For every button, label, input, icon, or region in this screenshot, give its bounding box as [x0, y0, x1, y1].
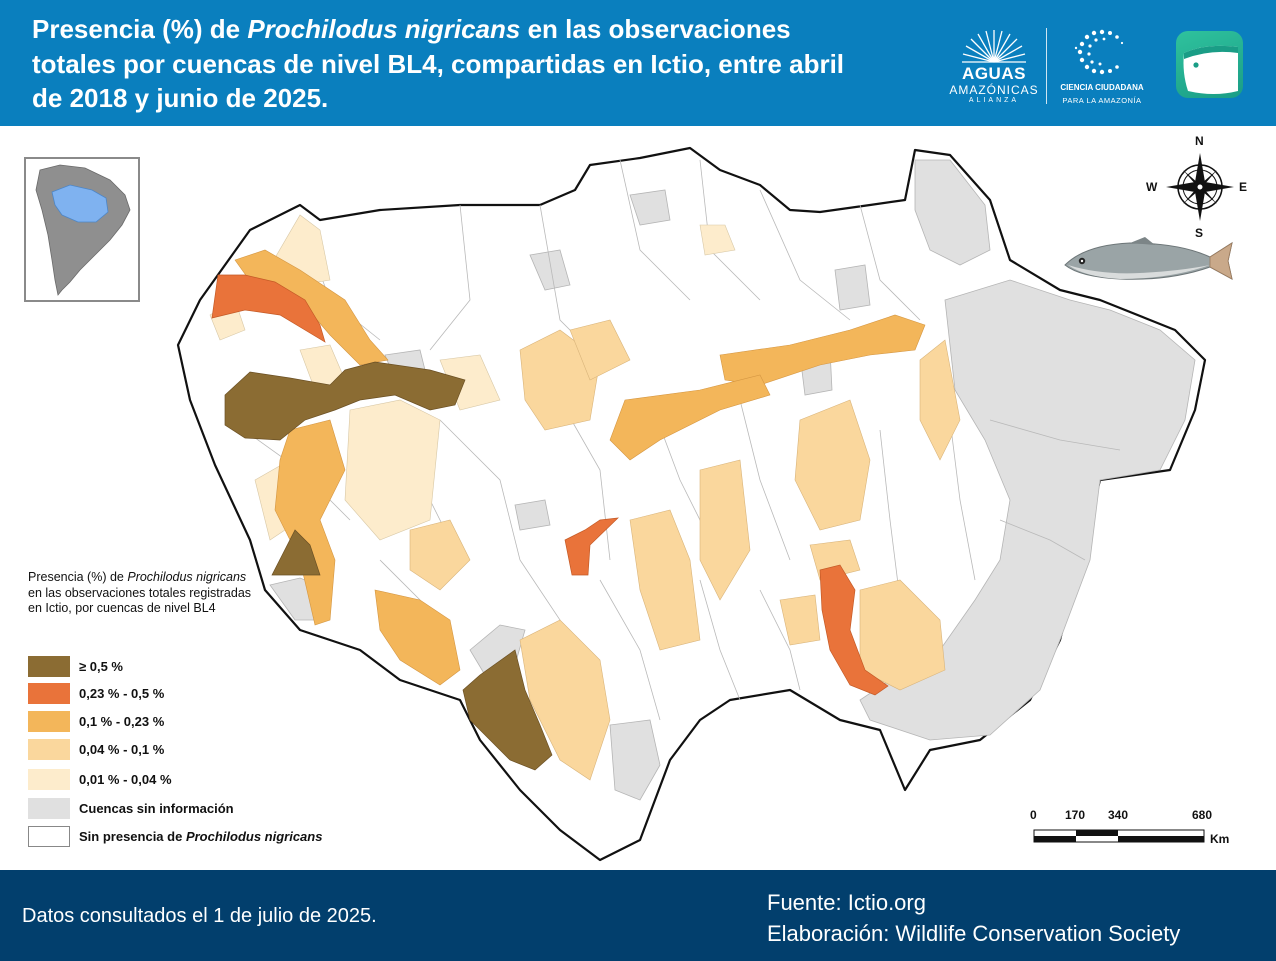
no-information-basins: [269, 159, 1196, 801]
legend-swatch: [28, 711, 70, 732]
legend-swatch: [28, 656, 70, 677]
scale-tick-680: 680: [1192, 808, 1213, 822]
inset-south-america-map: [24, 157, 140, 302]
legend-label-prefix: Sin presencia de: [79, 829, 186, 844]
legend-label: 0,1 % - 0,23 %: [79, 714, 165, 729]
presence-0-23-0-5: [211, 274, 889, 696]
scale-tick-170: 170: [1065, 808, 1086, 822]
legend-label: 0,04 % - 0,1 %: [79, 742, 165, 757]
aguas-amazonicas-logo: AGUAS AMAZÓNICAS ALIANZA: [944, 26, 1044, 108]
logo-alianza-word: ALIANZA: [968, 97, 1020, 104]
legend-swatch: [28, 769, 70, 790]
data-date-note: Datos consultados el 1 de julio de 2025.: [22, 905, 377, 927]
logo-amazonicas-word: AMAZÓNICAS: [949, 83, 1039, 97]
amazon-basin-map: [24, 146, 1234, 862]
scale-unit: Km: [1210, 832, 1230, 846]
legend-label: 0,01 % - 0,04 %: [79, 772, 172, 787]
legend-swatch: [28, 798, 70, 819]
legend-label: Cuencas sin información: [79, 801, 234, 816]
map-legend: Presencia (%) de Prochilodus nigricans e…: [28, 570, 322, 847]
title-text-1: Presencia (%) de: [32, 14, 248, 44]
ciencia-ciudadana-logo: CIENCIA CIUDADANA PARA LA AMAZONÍA: [1052, 26, 1152, 108]
scale-bar-graphic: [1033, 829, 1205, 843]
prochilodus-fish-icon: [1064, 237, 1233, 280]
legend-title-text-1: Presencia (%) de: [28, 570, 128, 584]
credit-text: Elaboración: Wildlife Conservation Socie…: [767, 921, 1181, 946]
compass-west-label: W: [1146, 180, 1158, 194]
presence-0-04-0-1: [409, 319, 961, 781]
legend-label: ≥ 0,5 %: [79, 659, 123, 674]
legend-title-species: Prochilodus nigricans: [127, 570, 247, 584]
map-title: Presencia (%) de Prochilodus nigricans e…: [32, 12, 862, 116]
title-text-2: en las observaciones totales por cuencas…: [32, 14, 845, 113]
source-credits: Fuente: Ictio.org Elaboración: Wildlife …: [767, 887, 1180, 949]
logo-ciencia-word: CIENCIA CIUDADANA: [1060, 83, 1144, 92]
legend-title-text-2: en las observaciones totales registradas…: [28, 585, 252, 616]
compass-rose-icon: [1166, 153, 1234, 221]
compass-north-label: N: [1195, 134, 1204, 148]
source-text: Fuente: Ictio.org: [767, 890, 926, 915]
presence-0-01-0-04: [209, 214, 736, 541]
legend-swatch: [28, 826, 70, 847]
footer-banner: Datos consultados el 1 de julio de 2025.…: [0, 870, 1276, 961]
scale-bar: 0 170 340 680 Km: [1030, 808, 1240, 848]
title-species: Prochilodus nigricans: [247, 14, 521, 44]
legend-label: 0,23 % - 0,5 %: [79, 686, 165, 701]
sunburst-icon: [962, 30, 1026, 63]
scale-tick-0: 0: [1030, 808, 1037, 822]
legend-swatch: [28, 683, 70, 704]
ictio-logo: [1176, 31, 1243, 98]
logo-aguas-word: AGUAS: [962, 64, 1026, 83]
compass-south-label: S: [1195, 226, 1204, 240]
dotted-c-icon: [1074, 29, 1124, 75]
presence-0-1-0-23: [234, 249, 926, 686]
header-banner: Presencia (%) de Prochilodus nigricans e…: [0, 0, 1276, 126]
ictio-fish-icon: [1183, 45, 1238, 94]
compass-east-label: E: [1239, 180, 1248, 194]
legend-swatch: [28, 739, 70, 760]
legend-label-species: Prochilodus nigricans: [185, 829, 323, 844]
logo-amazonia-word: PARA LA AMAZONÍA: [1062, 96, 1142, 105]
legend-title: Presencia (%) de Prochilodus nigricans e…: [28, 570, 258, 617]
presence-ge-0-5: [224, 361, 553, 771]
logo-divider: [1046, 28, 1047, 104]
scale-tick-340: 340: [1108, 808, 1129, 822]
legend-label: Sin presencia de Prochilodus nigricans: [79, 829, 322, 844]
